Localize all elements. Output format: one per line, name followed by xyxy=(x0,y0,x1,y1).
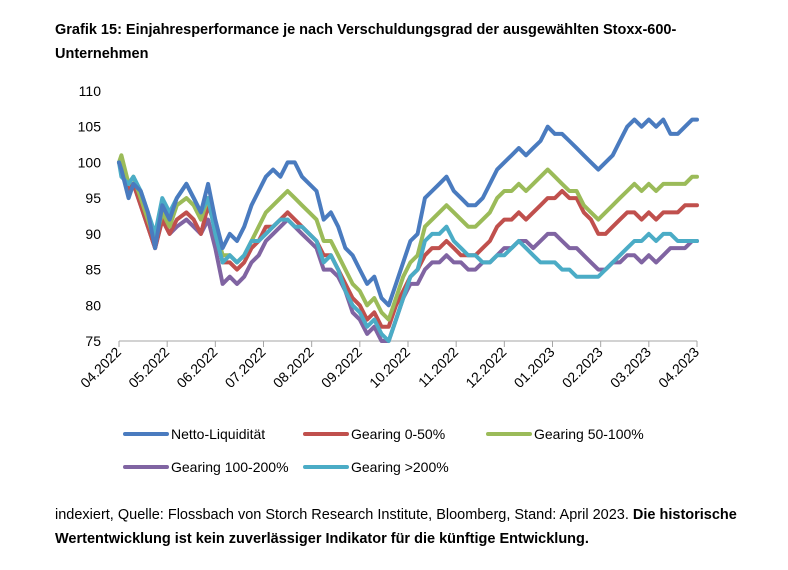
x-tick-label: 04.2023 xyxy=(655,344,702,391)
source-text: indexiert, Quelle: Flossbach von Storch … xyxy=(55,507,629,523)
x-tick-label: 06.2022 xyxy=(173,344,220,391)
series-line xyxy=(117,117,699,308)
x-tick-label: 07.2022 xyxy=(222,344,269,391)
y-tick-label: 75 xyxy=(85,333,101,349)
series-line xyxy=(117,160,699,343)
chart-legend: Netto-Liquidität Gearing 0-50% Gearing 50-… xyxy=(123,426,644,475)
x-tick-label: 05.2022 xyxy=(125,344,172,391)
chart-axes: 75 80 85 90 95 100 105 110 04.2022 05.2022 06.2022… xyxy=(77,83,702,391)
chart-title: Grafik 15: Einjahresperformance je nach … xyxy=(55,22,677,62)
y-tick-label: 85 xyxy=(85,262,101,278)
x-tick-label: 11.2022 xyxy=(415,344,462,391)
x-tick-label: 09.2022 xyxy=(318,344,365,391)
x-tick-label: 08.2022 xyxy=(270,344,317,391)
legend-label: Gearing >200% xyxy=(351,459,449,475)
x-tick-label: 04.2022 xyxy=(77,344,124,391)
y-tick-label: 80 xyxy=(85,297,101,313)
legend-label: Gearing 0-50% xyxy=(351,426,445,442)
legend-label: Gearing 100-200% xyxy=(171,459,289,475)
y-tick-label: 105 xyxy=(78,119,102,135)
legend-label: Netto-Liquidität xyxy=(171,426,265,442)
chart-series xyxy=(117,117,699,343)
y-tick-label: 110 xyxy=(79,83,102,99)
source-note: indexiert, Quelle: Flossbach von Storch … xyxy=(55,503,755,551)
legend-label: Gearing 50-100% xyxy=(534,426,644,442)
x-tick-label: 03.2023 xyxy=(607,344,654,391)
x-tick-label: 01.2023 xyxy=(511,344,558,391)
x-tick-label: 12.2022 xyxy=(462,344,509,391)
x-tick-label: 02.2023 xyxy=(559,344,606,391)
y-tick-label: 90 xyxy=(85,226,101,242)
y-tick-label: 95 xyxy=(85,190,101,206)
line-chart: 75 80 85 90 95 100 105 110 04.2022 05.2022 06.2022… xyxy=(77,83,702,475)
y-tick-label: 100 xyxy=(78,154,102,170)
disclaimer-text: Die historische Wertentwicklung ist kein… xyxy=(55,507,737,547)
series-line xyxy=(117,153,699,322)
x-tick-label: 10.2022 xyxy=(366,344,413,391)
